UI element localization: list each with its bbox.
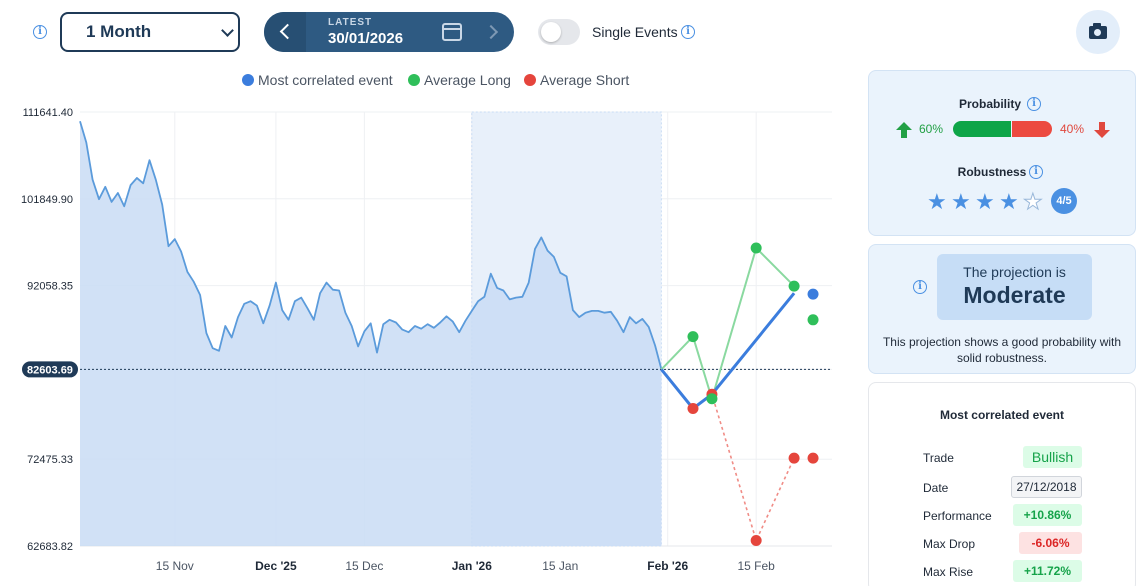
series-point bbox=[706, 393, 718, 405]
mce-trade-value: Bullish bbox=[1023, 446, 1082, 468]
y-tick-label: 92058.35 bbox=[27, 281, 73, 293]
calendar-icon[interactable] bbox=[442, 23, 462, 41]
projection-panel: i The projection is Moderate This projec… bbox=[868, 244, 1136, 374]
star-icon: ★ bbox=[951, 189, 971, 214]
single-events-info-icon[interactable]: i bbox=[681, 25, 695, 39]
star-icon: ★ bbox=[927, 189, 947, 214]
legend-label: Average Long bbox=[424, 72, 511, 88]
probability-short-bar bbox=[1012, 121, 1052, 137]
screenshot-button[interactable] bbox=[1076, 10, 1120, 54]
series-point bbox=[750, 535, 762, 547]
legend-label: Average Short bbox=[540, 72, 629, 88]
history-line bbox=[79, 120, 663, 370]
period-select[interactable]: 1 Month bbox=[60, 12, 240, 52]
projection-box: The projection is Moderate bbox=[937, 254, 1092, 320]
projection-info-icon[interactable]: i bbox=[913, 280, 927, 294]
legend-marker bbox=[408, 74, 420, 86]
robustness-badge: 4/5 bbox=[1051, 188, 1077, 214]
legend-marker bbox=[524, 74, 536, 86]
series-point bbox=[788, 452, 800, 464]
series-line bbox=[660, 292, 796, 411]
star-empty-icon: ★ bbox=[1023, 189, 1044, 214]
period-info-icon[interactable]: i bbox=[33, 25, 47, 39]
y-tick-label: 101849.90 bbox=[21, 194, 73, 206]
series-point bbox=[788, 280, 800, 292]
mce-max-rise-value: +11.72% bbox=[1013, 560, 1082, 582]
mce-max-drop-value: -6.06% bbox=[1019, 532, 1082, 554]
mce-date-label: Date bbox=[923, 481, 949, 495]
mce-performance-value: +10.86% bbox=[1013, 504, 1082, 526]
x-tick-label: Jan '26 bbox=[452, 559, 493, 573]
mce-trade-label: Trade bbox=[923, 451, 954, 465]
y-tick-label: 72475.33 bbox=[27, 454, 73, 466]
projection-chart: Most correlated event Average Long Average… bbox=[21, 72, 832, 573]
mce-max-drop-label: Max Drop bbox=[923, 537, 976, 551]
history-area bbox=[80, 121, 662, 546]
x-tick-label: Feb '26 bbox=[647, 559, 688, 573]
probability-info-icon[interactable]: i bbox=[1027, 97, 1041, 111]
legend-marker bbox=[242, 74, 254, 86]
probability-title: Probability bbox=[958, 97, 1021, 111]
series-point bbox=[750, 242, 762, 254]
series-end-point bbox=[807, 288, 819, 300]
most-correlated-event-panel: Most correlated event Trade Bullish Date… bbox=[868, 382, 1136, 586]
mce-max-rise-label: Max Rise bbox=[923, 565, 974, 579]
single-events-toggle[interactable] bbox=[538, 19, 580, 45]
date-navigator: LATEST 30/01/2026 bbox=[264, 12, 514, 52]
period-select-value: 1 Month bbox=[86, 22, 152, 41]
y-tick-label: 111641.40 bbox=[23, 107, 73, 119]
mce-title: Most correlated event bbox=[939, 408, 1065, 422]
previous-date-button[interactable] bbox=[264, 12, 306, 52]
x-tick-label: Dec '25 bbox=[255, 559, 297, 573]
date-nav-label: LATEST bbox=[328, 17, 373, 28]
probability-long-pct: 60% bbox=[919, 122, 944, 136]
series-end-point bbox=[807, 314, 819, 326]
robustness-info-icon[interactable]: i bbox=[1029, 165, 1043, 179]
projection-description: This projection shows a good probability… bbox=[882, 335, 1122, 365]
star-icon: ★ bbox=[975, 189, 995, 214]
chart-plot-area bbox=[79, 111, 832, 547]
x-tick-label: 15 Nov bbox=[156, 559, 194, 573]
x-axis: 15 Nov Dec '25 15 Dec Jan '26 15 Jan Feb '26 1… bbox=[156, 559, 775, 573]
legend-label: Most correlated event bbox=[258, 72, 393, 88]
robustness-title: Robustness bbox=[957, 165, 1027, 179]
series-point bbox=[687, 331, 699, 343]
date-value: 30/01/2026 bbox=[328, 30, 404, 47]
y-axis: 111641.40 101849.90 92058.35 82603.69 72475.… bbox=[21, 107, 78, 553]
y-tick-label: 62683.82 bbox=[27, 541, 73, 553]
arrow-up-icon bbox=[896, 122, 912, 138]
x-tick-label: 15 Jan bbox=[542, 559, 578, 573]
x-tick-label: 15 Feb bbox=[737, 559, 775, 573]
current-value-label: 82603.69 bbox=[27, 364, 73, 376]
mce-date-value: 27/12/2018 bbox=[1011, 476, 1082, 498]
series-point bbox=[687, 402, 699, 414]
arrow-down-icon bbox=[1094, 122, 1110, 138]
probability-long-bar bbox=[953, 121, 1011, 137]
projection-rating: Moderate bbox=[963, 282, 1066, 308]
single-events-label: Single Events bbox=[592, 24, 678, 40]
current-value-badge bbox=[22, 361, 78, 378]
chevron-down-icon bbox=[221, 24, 234, 37]
star-icon: ★ bbox=[999, 189, 1019, 214]
series-end-point bbox=[807, 452, 819, 464]
probability-short-pct: 40% bbox=[1060, 122, 1085, 136]
x-tick-label: 15 Dec bbox=[345, 559, 383, 573]
mce-performance-label: Performance bbox=[923, 509, 992, 523]
chart-legend: Most correlated event Average Long Average… bbox=[242, 72, 629, 88]
projection-line1: The projection is bbox=[963, 264, 1066, 280]
probability-panel: Probability i 60% 40% Robustness i ★ ★ ★… bbox=[868, 70, 1136, 236]
camera-icon bbox=[1089, 23, 1107, 39]
